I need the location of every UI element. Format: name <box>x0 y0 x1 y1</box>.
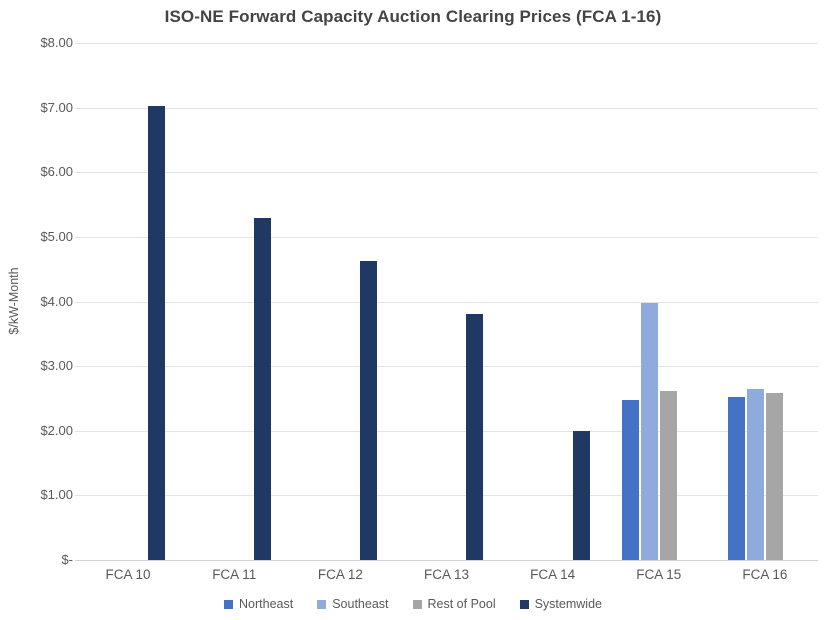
y-tick-label-2: $2.00 <box>40 422 73 438</box>
legend-label: Rest of Pool <box>427 597 496 611</box>
x-axis: FCA 10 FCA 11 FCA 12 FCA 13 FCA 14 FCA 15 FCA … <box>75 567 818 582</box>
x-tick-label-fca-16: FCA 16 <box>742 567 788 582</box>
y-tick-label-0: $- <box>61 552 73 567</box>
bar-southeast-fca-15 <box>640 302 658 560</box>
bar-systemwide-fca-10 <box>148 105 166 560</box>
x-tick-label-fca-15: FCA 15 <box>636 567 682 582</box>
bar-southeast-fca-16 <box>746 389 764 560</box>
chart-title: ISO-NE Forward Capacity Auction Clearing… <box>164 7 662 26</box>
legend-item-rest-of-pool: Rest of Pool <box>412 597 496 611</box>
bar-systemwide-fca-11 <box>254 217 272 560</box>
legend: Northeast Southeast Rest of Pool Systemwide <box>0 597 826 611</box>
bar-systemwide-fca-13 <box>466 314 484 560</box>
gridline-5 <box>75 236 818 238</box>
gridline-1 <box>75 495 818 497</box>
bar-northeast-fca-15 <box>621 399 639 560</box>
bar-rest-of-pool-fca-16 <box>765 392 783 560</box>
gridline-3 <box>75 366 818 368</box>
x-tick-label-fca-12: FCA 12 <box>317 567 363 582</box>
legend-marker-icon <box>519 599 529 609</box>
y-tick-label-3: $3.00 <box>40 358 73 374</box>
bar-group-fca-14 <box>500 43 606 560</box>
y-tick-label-4: $4.00 <box>40 293 73 309</box>
gridline-2 <box>75 430 818 432</box>
y-tick-label-8: $8.00 <box>40 35 73 50</box>
bar-group-fca-15 <box>606 43 712 560</box>
y-tick-label-1: $1.00 <box>40 487 73 503</box>
bar-group-fca-12 <box>287 43 393 560</box>
bar-group-fca-11 <box>181 43 287 560</box>
gridline-7 <box>75 107 818 109</box>
legend-item-systemwide: Systemwide <box>519 597 602 611</box>
bar-group-fca-16 <box>712 43 818 560</box>
gridline-4 <box>75 301 818 303</box>
x-tick-label-fca-14: FCA 14 <box>530 567 576 582</box>
bars-layer <box>75 43 818 560</box>
legend-marker-icon <box>317 599 327 609</box>
x-tick-label-fca-10: FCA 10 <box>105 567 151 582</box>
x-tick-label-fca-13: FCA 13 <box>423 567 469 582</box>
legend-item-southeast: Southeast <box>317 597 389 611</box>
legend-label: Systemwide <box>534 597 602 611</box>
x-tick-label-fca-11: FCA 11 <box>212 567 257 582</box>
legend-marker-icon <box>224 599 233 609</box>
y-tick-label-6: $6.00 <box>40 164 73 180</box>
y-tick-label-7: $7.00 <box>40 99 73 115</box>
legend-item-northeast: Northeast <box>224 597 293 611</box>
bar-rest-of-pool-fca-15 <box>659 391 677 560</box>
legend-marker-icon <box>412 599 422 609</box>
gridline-0 <box>75 560 818 561</box>
bar-group-fca-10 <box>75 43 181 560</box>
plot-area <box>75 43 818 561</box>
gridline-8 <box>75 43 818 44</box>
y-tick-label-5: $5.00 <box>40 228 73 244</box>
legend-label: Northeast <box>239 597 294 611</box>
gridline-6 <box>75 172 818 174</box>
bar-northeast-fca-16 <box>727 396 745 560</box>
bar-group-fca-13 <box>393 43 499 560</box>
legend-label: Southeast <box>332 597 389 611</box>
bar-systemwide-fca-12 <box>360 260 378 560</box>
bar-systemwide-fca-14 <box>572 430 590 560</box>
